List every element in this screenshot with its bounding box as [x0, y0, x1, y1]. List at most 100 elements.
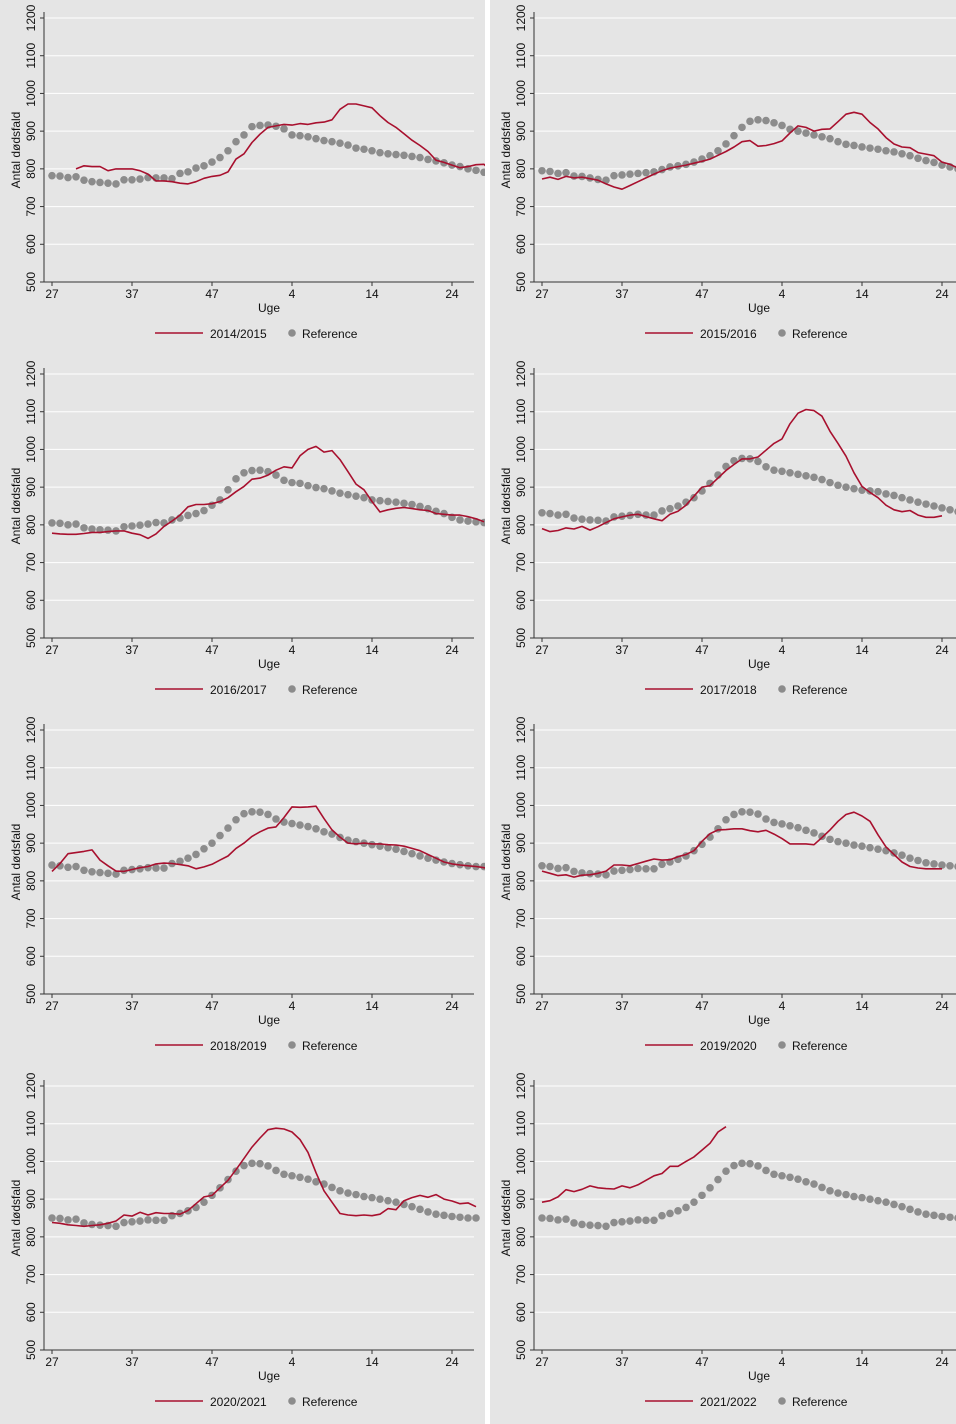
- y-axis-title: Antal dødsfald: [9, 824, 23, 901]
- reference-point: [304, 822, 312, 831]
- legend-label-reference: Reference: [792, 1039, 848, 1053]
- reference-point: [642, 1216, 650, 1225]
- reference-point: [336, 489, 344, 497]
- chart-panel-4: 500 600 700 800 900 1000 1100 1200 27 37 47 4 14 24 Ug…: [490, 356, 956, 712]
- y-tick-label: 1000: [514, 436, 528, 463]
- y-tick-label: 600: [24, 234, 38, 254]
- y-tick-label: 600: [514, 590, 528, 610]
- reference-point: [48, 861, 56, 869]
- reference-point: [240, 1161, 248, 1170]
- reference-point: [786, 821, 794, 830]
- reference-point: [88, 868, 96, 876]
- x-tick-label: 47: [205, 1355, 219, 1369]
- reference-point: [48, 171, 56, 180]
- reference-point: [810, 131, 818, 139]
- reference-point: [296, 1173, 304, 1182]
- reference-point: [794, 470, 802, 479]
- y-tick-label: 900: [514, 477, 528, 497]
- reference-point: [586, 516, 594, 524]
- reference-point: [898, 493, 906, 502]
- x-tick-label: 37: [615, 287, 629, 301]
- reference-point: [216, 153, 224, 162]
- reference-point: [336, 139, 344, 148]
- reference-point: [762, 815, 770, 823]
- y-tick-label: 700: [514, 196, 528, 216]
- reference-point: [658, 860, 666, 869]
- reference-point: [208, 839, 216, 847]
- reference-point: [128, 175, 136, 184]
- reference-point: [360, 145, 368, 154]
- reference-point: [464, 1214, 472, 1222]
- panel-background: [490, 712, 956, 1068]
- x-tick-label: 37: [125, 999, 139, 1013]
- reference-point: [762, 1166, 770, 1175]
- reference-point: [626, 1217, 634, 1225]
- reference-point: [538, 861, 546, 870]
- reference-point: [88, 1220, 96, 1229]
- y-tick-label: 800: [24, 1227, 38, 1247]
- reference-point: [96, 178, 104, 187]
- season-line: [51, 445, 485, 540]
- reference-point: [842, 483, 850, 491]
- reference-point: [554, 864, 562, 873]
- reference-point: [456, 162, 464, 171]
- y-tick-label: 1200: [24, 360, 38, 387]
- reference-point: [392, 498, 400, 507]
- x-axis-title: Uge: [748, 301, 770, 315]
- chart-panel-5: 500 600 700 800 900 1000 1100 1200 27 37 47 4 14 24 Ug…: [0, 712, 485, 1068]
- reference-point: [826, 1187, 834, 1195]
- reference-point: [658, 507, 666, 515]
- reference-point: [818, 1183, 826, 1192]
- reference-point: [192, 850, 200, 859]
- legend-label-reference: Reference: [792, 327, 848, 341]
- reference-point: [650, 511, 658, 519]
- reference-point: [192, 1203, 200, 1212]
- reference-point: [898, 149, 906, 158]
- x-tick-label: 24: [935, 643, 949, 657]
- chart-panel-7: 500 600 700 800 900 1000 1100 1200 27 37 47 4 14 24 Ug…: [0, 1068, 485, 1424]
- reference-point: [424, 1208, 432, 1216]
- y-tick-label: 600: [24, 590, 38, 610]
- reference-point: [280, 125, 288, 133]
- y-tick-label: 500: [24, 984, 38, 1004]
- y-tick-label: 1200: [514, 4, 528, 31]
- y-tick-label: 1200: [24, 4, 38, 31]
- reference-point: [160, 1216, 168, 1225]
- x-tick-label: 14: [365, 999, 379, 1013]
- reference-point: [464, 517, 472, 525]
- chart-panel-2: 500 600 700 800 900 1000 1100 1200 27 37 47 4 14 24 Ug…: [490, 0, 956, 356]
- reference-point: [200, 845, 208, 853]
- y-tick-label: 600: [514, 1302, 528, 1322]
- reference-point: [930, 860, 938, 868]
- reference-point: [682, 1203, 690, 1212]
- season-line: [541, 111, 956, 190]
- reference-point: [424, 155, 432, 164]
- reference-point: [786, 1173, 794, 1182]
- reference-point: [882, 146, 890, 155]
- x-tick-label: 24: [445, 643, 459, 657]
- legend-dot-marker: [288, 1397, 296, 1405]
- reference-point: [738, 808, 746, 816]
- legend-label-season: 2019/2020: [700, 1039, 757, 1053]
- y-tick-label: 600: [24, 946, 38, 966]
- reference-point: [786, 125, 794, 134]
- reference-point: [794, 823, 802, 832]
- reference-point: [104, 179, 112, 187]
- reference-point: [850, 841, 858, 849]
- reference-point: [946, 1213, 954, 1222]
- panel-background: [490, 0, 956, 356]
- legend-label-season: 2014/2015: [210, 327, 267, 341]
- reference-point: [618, 866, 626, 875]
- reference-point: [690, 493, 698, 502]
- x-axis-title: Uge: [748, 657, 770, 671]
- y-axis-title: Antal dødsfald: [9, 468, 23, 545]
- reference-point: [96, 868, 104, 877]
- reference-point: [674, 502, 682, 510]
- reference-point: [922, 858, 930, 867]
- reference-point: [570, 514, 578, 522]
- x-axis-title: Uge: [258, 657, 280, 671]
- reference-point: [112, 180, 120, 188]
- reference-point: [618, 171, 626, 179]
- reference-point: [288, 131, 296, 139]
- reference-point: [634, 1216, 642, 1224]
